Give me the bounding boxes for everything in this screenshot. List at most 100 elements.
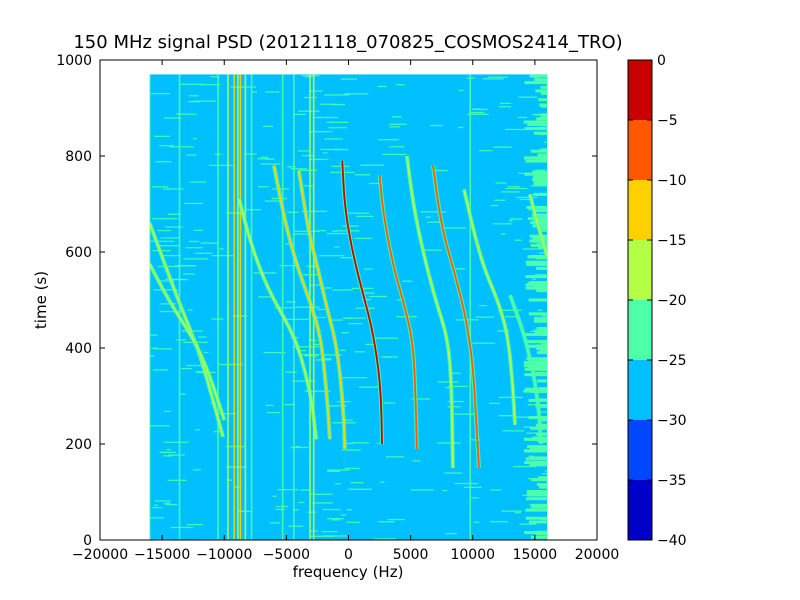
noise-mark xyxy=(298,501,305,504)
noise-mark xyxy=(333,148,349,151)
noise-mark xyxy=(292,509,299,511)
noise-mark xyxy=(188,240,199,243)
edge-noise xyxy=(529,281,548,285)
noise-mark xyxy=(363,292,375,294)
edge-noise xyxy=(539,387,548,391)
edge-noise xyxy=(539,485,548,489)
noise-mark xyxy=(320,103,337,105)
signal-track-1 xyxy=(149,263,226,421)
x-tick-label: −15000 xyxy=(134,547,190,563)
noise-mark xyxy=(269,522,281,524)
heatmap-layer xyxy=(149,74,548,541)
noise-mark xyxy=(334,483,341,485)
noise-mark xyxy=(448,385,469,388)
noise-mark xyxy=(493,146,512,148)
noise-mark xyxy=(317,229,326,232)
colorbar-level-5 xyxy=(628,180,652,240)
edge-noise xyxy=(534,255,548,259)
x-axis-label: frequency (Hz) xyxy=(293,563,404,581)
noise-mark xyxy=(186,364,205,367)
noise-mark xyxy=(350,482,364,484)
noise-mark xyxy=(534,169,546,171)
noise-mark xyxy=(478,305,487,307)
edge-noise xyxy=(530,505,548,509)
signal-track-5 xyxy=(341,160,383,445)
noise-mark xyxy=(432,169,448,172)
noise-mark xyxy=(274,307,295,309)
noise-mark xyxy=(538,252,548,254)
edge-noise xyxy=(525,286,548,290)
noise-mark xyxy=(383,402,396,404)
edge-noise xyxy=(540,113,548,117)
colorbar-tick-label: −10 xyxy=(657,173,687,189)
edge-noise xyxy=(532,360,548,364)
noise-mark xyxy=(153,504,158,506)
noise-mark xyxy=(492,223,513,225)
noise-mark xyxy=(332,289,354,291)
noise-mark xyxy=(195,429,201,431)
signal-track-7 xyxy=(406,155,454,469)
noise-mark xyxy=(385,456,405,458)
chart-title: 150 MHz signal PSD (20121118_070825_COSM… xyxy=(73,32,622,53)
noise-mark xyxy=(230,86,257,88)
noise-mark xyxy=(299,169,317,172)
noise-mark xyxy=(344,467,360,470)
noise-mark xyxy=(150,92,170,95)
noise-mark xyxy=(157,229,172,232)
noise-mark xyxy=(169,146,194,148)
noise-mark xyxy=(203,351,209,354)
y-tick-label: 200 xyxy=(65,437,92,453)
noise-mark xyxy=(193,469,201,471)
edge-noise xyxy=(529,456,548,460)
noise-mark xyxy=(322,508,341,511)
noise-mark xyxy=(189,95,199,97)
noise-mark xyxy=(155,161,172,163)
noise-mark xyxy=(472,108,488,111)
noise-mark xyxy=(167,454,185,456)
noise-mark xyxy=(322,152,328,154)
noise-mark xyxy=(340,257,354,259)
noise-mark xyxy=(341,449,361,451)
edge-noise xyxy=(530,261,548,265)
edge-noise xyxy=(524,332,548,336)
noise-mark xyxy=(328,127,347,129)
noise-mark xyxy=(320,148,342,151)
edge-noise xyxy=(531,213,548,217)
x-tick-label: −10000 xyxy=(196,547,252,563)
noise-mark xyxy=(326,121,349,123)
edge-noise xyxy=(525,340,548,344)
colorbar-level-1 xyxy=(628,420,652,480)
noise-mark xyxy=(160,303,177,305)
noise-mark xyxy=(217,413,236,415)
noise-mark xyxy=(152,506,164,509)
noise-mark xyxy=(527,403,540,406)
noise-mark xyxy=(341,377,368,379)
noise-mark xyxy=(333,246,340,248)
noise-mark xyxy=(378,521,395,523)
noise-mark xyxy=(218,363,243,366)
noise-mark xyxy=(285,243,292,245)
noise-mark xyxy=(292,346,319,348)
edge-noise xyxy=(538,418,548,422)
noise-mark xyxy=(387,518,405,521)
noise-mark xyxy=(159,310,182,313)
colorbar-tick-label: −20 xyxy=(657,293,687,309)
noise-mark xyxy=(323,287,332,289)
noise-mark xyxy=(343,419,353,421)
noise-mark xyxy=(295,446,301,448)
edge-noise xyxy=(523,156,548,160)
noise-mark xyxy=(359,386,378,388)
noise-mark xyxy=(226,466,248,468)
edge-noise xyxy=(540,350,548,354)
noise-mark xyxy=(277,489,299,491)
noise-mark xyxy=(514,239,522,241)
noise-mark xyxy=(181,367,193,370)
noise-mark xyxy=(487,76,508,78)
edge-noise xyxy=(530,364,548,368)
edge-noise xyxy=(540,91,548,95)
noise-mark xyxy=(504,128,528,131)
noise-mark xyxy=(323,94,350,96)
noise-mark xyxy=(260,163,281,165)
colorbar-tick-label: −5 xyxy=(657,113,678,129)
edge-noise xyxy=(539,348,548,352)
